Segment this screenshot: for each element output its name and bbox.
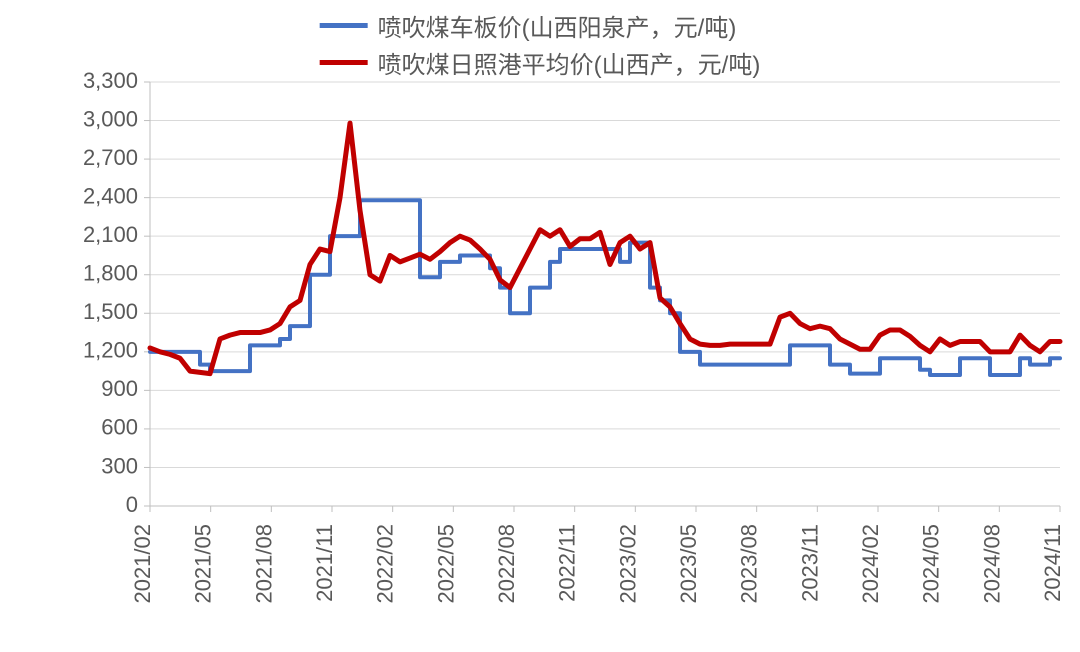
y-tick-label: 1,800 xyxy=(83,261,138,286)
x-tick-label: 2021/05 xyxy=(191,524,216,604)
x-tick-label: 2023/05 xyxy=(676,524,701,604)
series-rizhao xyxy=(150,123,1060,374)
chart-svg: 0 300 600 900 1,200 1,500 1,800 2,100 2,400 2,700… xyxy=(0,0,1080,652)
legend: 喷吹煤车板价(山西阳泉产，元/吨) 喷吹煤日照港平均价(山西产，元/吨) xyxy=(320,8,761,80)
y-tick-label: 1,200 xyxy=(83,338,138,363)
y-tick-label: 2,400 xyxy=(83,183,138,208)
x-tick-label: 2024/02 xyxy=(858,524,883,604)
x-tick-label: 2022/08 xyxy=(494,524,519,604)
x-tick-label: 2023/11 xyxy=(797,524,822,602)
legend-item-rizhao: 喷吹煤日照港平均价(山西产，元/吨) xyxy=(320,45,761,80)
x-tick-label: 2024/11 xyxy=(1040,524,1065,602)
x-tick-label: 2022/11 xyxy=(555,524,580,602)
legend-swatch-rizhao xyxy=(320,60,368,65)
x-tick-label: 2023/02 xyxy=(615,524,640,604)
y-tick-label: 300 xyxy=(101,453,138,478)
y-tick-label: 1,500 xyxy=(83,299,138,324)
x-tick-label: 2021/08 xyxy=(251,524,276,604)
legend-swatch-cheban xyxy=(320,23,368,28)
y-tick-label: 0 xyxy=(126,492,138,517)
y-tick-label: 2,100 xyxy=(83,222,138,247)
x-tick-label: 2024/08 xyxy=(979,524,1004,604)
y-tick-label: 900 xyxy=(101,376,138,401)
legend-label-cheban: 喷吹煤车板价(山西阳泉产，元/吨) xyxy=(378,8,737,43)
x-tick-label: 2022/02 xyxy=(373,524,398,604)
y-tick-label: 2,700 xyxy=(83,145,138,170)
x-tick-label: 2024/05 xyxy=(919,524,944,604)
legend-label-rizhao: 喷吹煤日照港平均价(山西产，元/吨) xyxy=(378,45,761,80)
x-tick-label: 2021/02 xyxy=(130,524,155,604)
x-tick-label: 2023/08 xyxy=(737,524,762,604)
y-tick-label: 3,300 xyxy=(83,68,138,93)
y-tick-label: 3,000 xyxy=(83,106,138,131)
y-tick-label: 600 xyxy=(101,415,138,440)
x-tick-label: 2022/05 xyxy=(433,524,458,604)
coal-price-chart: 喷吹煤车板价(山西阳泉产，元/吨) 喷吹煤日照港平均价(山西产，元/吨) 0 30… xyxy=(0,0,1080,652)
legend-item-cheban: 喷吹煤车板价(山西阳泉产，元/吨) xyxy=(320,8,737,43)
x-tick-label: 2021/11 xyxy=(312,524,337,602)
